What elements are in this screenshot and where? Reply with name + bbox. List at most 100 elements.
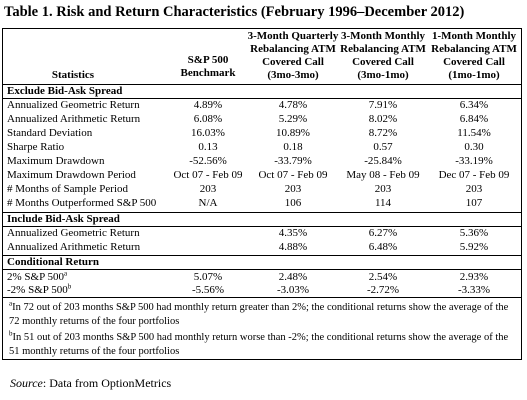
header-col2-line2: Rebalancing ATM: [250, 43, 336, 55]
source-label: Source: [10, 376, 43, 390]
footnote-b: bIn 51 out of 203 months S&P 500 had mon…: [9, 329, 508, 359]
section-title-exclude: Exclude Bid-Ask Spread: [7, 85, 123, 97]
footnote-mark: b: [9, 329, 13, 338]
header-col4: 1-Month Monthly Rebalancing ATM Covered …: [419, 30, 527, 82]
cell: 203: [199, 183, 217, 195]
cell: -33.19%: [455, 155, 493, 167]
row-label: Annualized Geometric Return: [7, 99, 140, 111]
header-col4-line3: Covered Call: [443, 56, 505, 68]
row-label: Sharpe Ratio: [7, 141, 65, 153]
rule-include-top: [3, 212, 521, 213]
cell: 107: [465, 197, 483, 209]
footnote-b-line2: 51 monthly returns of the four portfolio…: [9, 346, 180, 357]
row-label-text: 2% S&P 500: [7, 271, 65, 283]
header-col3-line3: Covered Call: [352, 56, 414, 68]
cell: Oct 07 - Feb 09: [258, 169, 328, 181]
row-label-text: -2% S&P 500: [7, 284, 68, 296]
cell: 5.07%: [193, 271, 223, 283]
cell: -52.56%: [189, 155, 227, 167]
cell: 11.54%: [457, 127, 491, 139]
cell: May 08 - Feb 09: [346, 169, 420, 181]
cell: -25.84%: [364, 155, 402, 167]
cell: 6.48%: [368, 241, 398, 253]
row-label: -2% S&P 500b: [7, 282, 72, 297]
source-note: Source: Data from OptionMetrics: [10, 376, 171, 391]
source-text: : Data from OptionMetrics: [42, 376, 172, 390]
footnote-text: In 72 out of 203 months S&P 500 had mont…: [12, 302, 509, 313]
cell: 4.89%: [193, 99, 223, 111]
row-label: Maximum Drawdown: [7, 155, 105, 167]
header-col4-line1: 1-Month Monthly: [431, 30, 517, 42]
cell: -3.33%: [457, 284, 491, 296]
row-label: # Months of Sample Period: [7, 183, 128, 195]
header-col1: S&P 500 Benchmark: [153, 54, 263, 80]
footnote-a: aIn 72 out of 203 months S&P 500 had mon…: [9, 299, 509, 329]
cell: 4.35%: [278, 227, 308, 239]
rule-include: [3, 226, 521, 227]
rule-exclude: [3, 98, 521, 99]
table-title: Table 1. Risk and Return Characteristics…: [4, 4, 465, 20]
footnote-b-line1: bIn 51 out of 203 months S&P 500 had mon…: [9, 329, 508, 345]
rule-conditional-top: [3, 255, 521, 256]
cell: -2.72%: [366, 284, 400, 296]
cell: 0.13: [198, 141, 218, 153]
header-col2-line3: Covered Call: [262, 56, 324, 68]
header-col4-line4: (1mo-1mo): [448, 69, 500, 81]
header-col1-line1: S&P 500: [187, 54, 229, 66]
header-col2-line1: 3-Month Quarterly: [247, 30, 339, 42]
cell: 5.36%: [459, 227, 489, 239]
header-col2: 3-Month Quarterly Rebalancing ATM Covere…: [238, 30, 348, 82]
cell: 6.08%: [193, 113, 223, 125]
row-label: Annualized Arithmetic Return: [7, 241, 141, 253]
cell: 8.02%: [368, 113, 398, 125]
cell: 5.92%: [459, 241, 489, 253]
row-label: Standard Deviation: [7, 127, 93, 139]
cell: 16.03%: [191, 127, 225, 139]
cell: 4.88%: [278, 241, 308, 253]
cell: -33.79%: [274, 155, 312, 167]
cell: -5.56%: [191, 284, 225, 296]
cell: 106: [284, 197, 302, 209]
cell: 6.34%: [459, 99, 489, 111]
header-col4-line2: Rebalancing ATM: [431, 43, 517, 55]
cell: Dec 07 - Feb 09: [438, 169, 510, 181]
header-col1-line2: Benchmark: [180, 67, 236, 79]
footnote-marker: b: [67, 282, 72, 291]
cell: 8.72%: [368, 127, 398, 139]
cell: 5.29%: [278, 113, 308, 125]
rule-header: [3, 84, 521, 85]
cell: N/A: [198, 197, 218, 209]
cell: 2.54%: [368, 271, 398, 283]
footnote-marker: a: [64, 269, 68, 278]
row-label: Maximum Drawdown Period: [7, 169, 136, 181]
row-label: Annualized Geometric Return: [7, 227, 140, 239]
cell: 203: [374, 183, 392, 195]
header-col2-line4: (3mo-3mo): [267, 69, 319, 81]
cell: 0.18: [283, 141, 303, 153]
header-col3: 3-Month Monthly Rebalancing ATM Covered …: [328, 30, 438, 82]
section-title-include: Include Bid-Ask Spread: [7, 213, 120, 225]
cell: 10.89%: [276, 127, 310, 139]
row-label: Annualized Arithmetic Return: [7, 113, 141, 125]
row-label: 2% S&P 500a: [7, 269, 68, 284]
footnote-a-line2: 72 monthly returns of the four portfolio…: [9, 316, 180, 327]
cell: 203: [465, 183, 483, 195]
cell: 0.57: [373, 141, 393, 153]
header-col3-line2: Rebalancing ATM: [340, 43, 426, 55]
cell: 4.78%: [278, 99, 308, 111]
cell: 2.48%: [278, 271, 308, 283]
cell: Oct 07 - Feb 09: [173, 169, 243, 181]
rule-footnotes: [3, 297, 521, 298]
cell: -3.03%: [276, 284, 310, 296]
cell: 7.91%: [368, 99, 398, 111]
row-label: # Months Outperformed S&P 500: [7, 197, 157, 209]
cell: 0.30: [464, 141, 484, 153]
header-col3-line4: (3mo-1mo): [357, 69, 409, 81]
cell: 114: [374, 197, 392, 209]
cell: 203: [284, 183, 302, 195]
footnote-a-line1: aIn 72 out of 203 months S&P 500 had mon…: [9, 299, 509, 315]
cell: 6.27%: [368, 227, 398, 239]
rule-conditional: [3, 269, 521, 270]
footnote-mark: a: [9, 299, 13, 308]
